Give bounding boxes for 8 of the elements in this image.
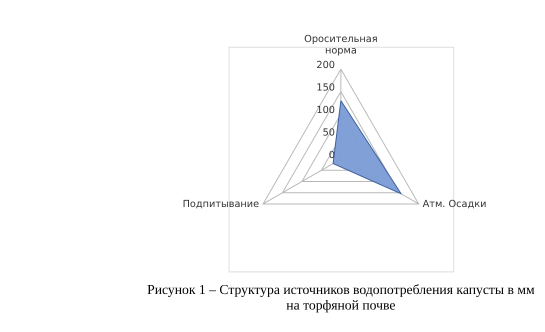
text: Рисунок 1 – Структура источников водопотребления капусты в мм на торфяной почве <box>147 282 535 312</box>
y-tick-label: 50 <box>322 128 336 139</box>
spoke-label: Атм. Осадки <box>422 198 486 210</box>
spoke-label: Подпитывание <box>182 198 260 210</box>
spoke-label: Оросительная норма <box>304 34 378 57</box>
y-tick-label: 150 <box>316 82 336 94</box>
y-tick-label: 100 <box>316 105 336 116</box>
y-tick-label: 200 <box>316 60 336 72</box>
